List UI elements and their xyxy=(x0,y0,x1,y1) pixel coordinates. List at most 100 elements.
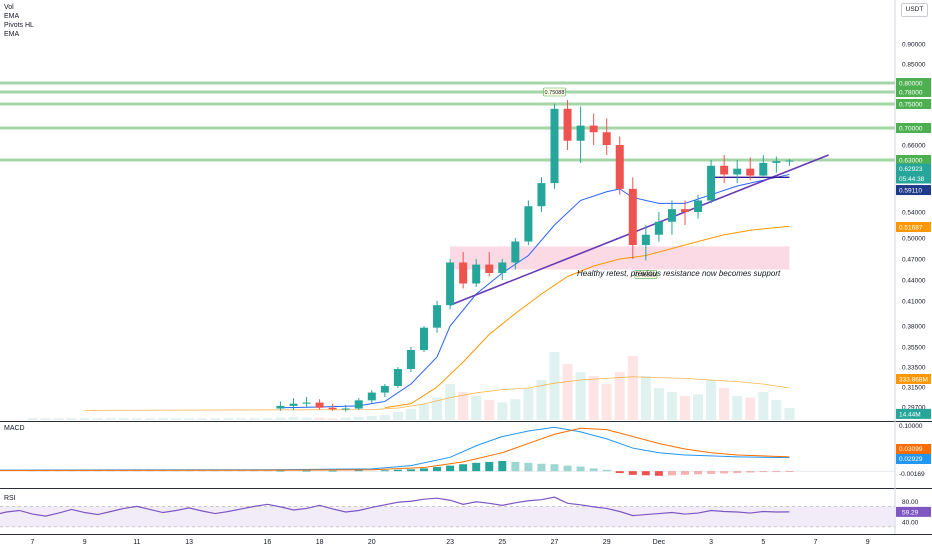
date-tick-label: Dec xyxy=(653,539,666,546)
volume-bar xyxy=(92,418,103,420)
volume-bar xyxy=(327,418,338,420)
currency-selector[interactable]: USDT xyxy=(901,3,928,17)
macd-histogram-bar xyxy=(576,466,585,472)
candle-body xyxy=(628,188,637,245)
volume-bar xyxy=(732,396,743,420)
candle-body xyxy=(276,405,285,409)
price-badge-text: 05:44:38 xyxy=(899,176,925,183)
price-tick-label: 0.85000 xyxy=(902,62,926,69)
volume-bar xyxy=(693,394,704,420)
candle-body xyxy=(720,165,729,175)
rsi-axis-text: 59.29 xyxy=(902,509,919,516)
macd-histogram-bar xyxy=(720,471,729,474)
price-tick-label: 0.29700 xyxy=(902,405,926,412)
date-tick-label: 18 xyxy=(316,539,324,546)
candle-body xyxy=(707,165,716,201)
volume-bar xyxy=(366,416,377,420)
macd-histogram-bar xyxy=(276,470,285,472)
candle-body xyxy=(746,168,755,176)
price-badge-text: 0.80000 xyxy=(899,81,923,88)
price-badge-bg xyxy=(896,78,931,88)
legend-ema[interactable]: EMA xyxy=(4,13,20,20)
price-tick-label: 0.50000 xyxy=(902,236,926,243)
candle-body xyxy=(602,132,611,145)
macd-axis-text: 0.03099 xyxy=(899,446,923,453)
volume-bar xyxy=(27,418,38,420)
volume-bar xyxy=(66,418,77,420)
macd-histogram-bar xyxy=(511,461,520,472)
candle-body xyxy=(563,108,572,141)
macd-histogram-bar xyxy=(654,471,663,476)
macd-axis-label: 0.02929 xyxy=(896,454,931,464)
macd-histogram-bar xyxy=(537,463,546,472)
volume-bar xyxy=(523,388,534,420)
macd-histogram-bar xyxy=(354,470,363,472)
price-tick-label: 0.44000 xyxy=(902,278,926,285)
macd-pane-label[interactable]: MACD xyxy=(4,425,25,432)
volume-bar xyxy=(40,418,51,420)
candle-body xyxy=(328,407,337,410)
price-badge-bg xyxy=(896,185,931,196)
rsi-axis-badge xyxy=(896,506,931,517)
volume-bar xyxy=(197,418,208,420)
ema-slow-line xyxy=(384,225,790,409)
price-tick-label: 0.33500 xyxy=(902,365,926,372)
macd-histogram-bar xyxy=(406,469,415,472)
date-tick-label: 13 xyxy=(185,539,193,546)
price-badge-bg xyxy=(896,99,931,109)
rsi-line xyxy=(0,496,790,517)
rsi-pane-label[interactable]: RSI xyxy=(4,495,16,502)
support-zone xyxy=(450,246,790,270)
macd-histogram-bar xyxy=(328,470,337,472)
candle-body xyxy=(341,408,350,410)
volume-bar xyxy=(640,376,651,420)
macd-histogram-bar xyxy=(393,469,402,472)
macd-histogram-bar xyxy=(667,471,676,476)
candle-body xyxy=(459,262,468,284)
macd-histogram-bar xyxy=(472,462,481,472)
price-badge: 0.70000 xyxy=(896,123,931,133)
price-badge-text: 333.868M xyxy=(899,377,928,384)
legend-ema-2[interactable]: EMA xyxy=(4,31,20,38)
macd-histogram-bar xyxy=(759,471,768,473)
volume-bar xyxy=(666,392,677,420)
volume-bar xyxy=(706,380,717,420)
volume-bar xyxy=(745,397,756,420)
legend-pivots-hl[interactable]: Pivots HL xyxy=(4,22,34,29)
volume-bar xyxy=(653,388,664,420)
volume-bar xyxy=(158,418,168,420)
candle-body xyxy=(733,168,742,175)
rsi-axis-text: 40.00 xyxy=(902,519,919,526)
macd-axis-text: -0.00169 xyxy=(899,471,925,478)
price-badge-bg xyxy=(896,87,931,97)
date-tick-label: 9 xyxy=(83,539,87,546)
macd-histogram-bar xyxy=(602,469,611,472)
price-badge-text: 0.51687 xyxy=(899,225,923,232)
macd-axis-text: 0.10000 xyxy=(899,423,923,430)
pivot-low-label: 0.46800 xyxy=(634,270,658,279)
candle-body xyxy=(446,262,455,306)
volume-bar xyxy=(288,416,299,420)
price-badge: 14.44M xyxy=(896,408,931,419)
volume-bar xyxy=(144,418,155,420)
macd-histogram-bar xyxy=(746,471,755,473)
volume-bar xyxy=(588,376,599,420)
date-tick-label: 27 xyxy=(551,539,559,546)
price-badge-text: 14.44M xyxy=(899,411,921,418)
macd-axis-label: -0.00169 xyxy=(899,471,925,478)
volume-bar xyxy=(171,418,182,420)
macd-signal-line xyxy=(0,427,790,472)
volume-bar xyxy=(379,415,390,420)
legend-vol[interactable]: Vol xyxy=(4,4,14,11)
price-tick-label: 0.31500 xyxy=(902,385,926,392)
volume-bar xyxy=(53,418,64,420)
price-tick-label: 0.38000 xyxy=(902,324,926,331)
macd-axis-text: 0.02929 xyxy=(899,456,923,463)
volume-bar xyxy=(249,418,260,420)
volume-bar xyxy=(562,364,573,420)
volume-bar xyxy=(184,418,195,420)
macd-histogram-bar xyxy=(550,464,559,472)
volume-bar xyxy=(758,392,769,420)
volume-bar xyxy=(340,417,351,420)
